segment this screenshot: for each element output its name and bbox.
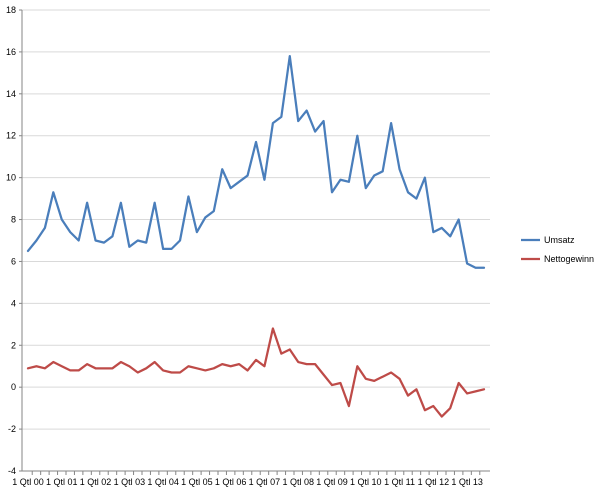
y-tick-label: 18 — [6, 5, 16, 15]
legend: Umsatz Nettogewinn — [521, 235, 594, 264]
y-tick-label: -4 — [8, 466, 16, 476]
y-tick-label: 6 — [11, 256, 16, 266]
x-tick-label: 1 Qtl 05 — [181, 477, 213, 487]
x-tick-label: 1 Qtl 11 — [384, 477, 415, 487]
x-tick-label: 1 Qtl 08 — [282, 477, 314, 487]
series-lines — [26, 54, 486, 418]
series-line-nettogewinn — [26, 327, 486, 418]
y-tick-label: 12 — [6, 131, 16, 141]
x-tick-label: 1 Qtl 01 — [46, 477, 78, 487]
gridlines — [22, 9, 490, 472]
y-tick-label: 8 — [11, 215, 16, 225]
x-tick-label: 1 Qtl 07 — [249, 477, 281, 487]
x-tick-label: 1 Qtl 13 — [451, 477, 483, 487]
x-tick-label: 1 Qtl 04 — [147, 477, 179, 487]
y-tick-label: -2 — [8, 424, 16, 434]
y-tick-label: 16 — [6, 47, 16, 57]
x-tick-label: 1 Qtl 00 — [12, 477, 44, 487]
x-tick-label: 1 Qtl 09 — [316, 477, 348, 487]
y-tick-label: 0 — [11, 382, 16, 392]
x-tick-label: 1 Qtl 12 — [418, 477, 450, 487]
x-tick-label: 1 Qtl 03 — [114, 477, 146, 487]
y-tick-label: 4 — [11, 298, 16, 308]
legend-label: Nettogewinn — [544, 254, 594, 264]
x-tick-label: 1 Qtl 10 — [350, 477, 382, 487]
y-tick-label: 14 — [6, 89, 16, 99]
series-line-umsatz — [26, 54, 486, 269]
y-tick-label: 10 — [6, 173, 16, 183]
x-tick-label: 1 Qtl 06 — [215, 477, 247, 487]
y-tick-label: 2 — [11, 340, 16, 350]
x-tick-label: 1 Qtl 02 — [80, 477, 112, 487]
legend-label: Umsatz — [544, 235, 575, 245]
